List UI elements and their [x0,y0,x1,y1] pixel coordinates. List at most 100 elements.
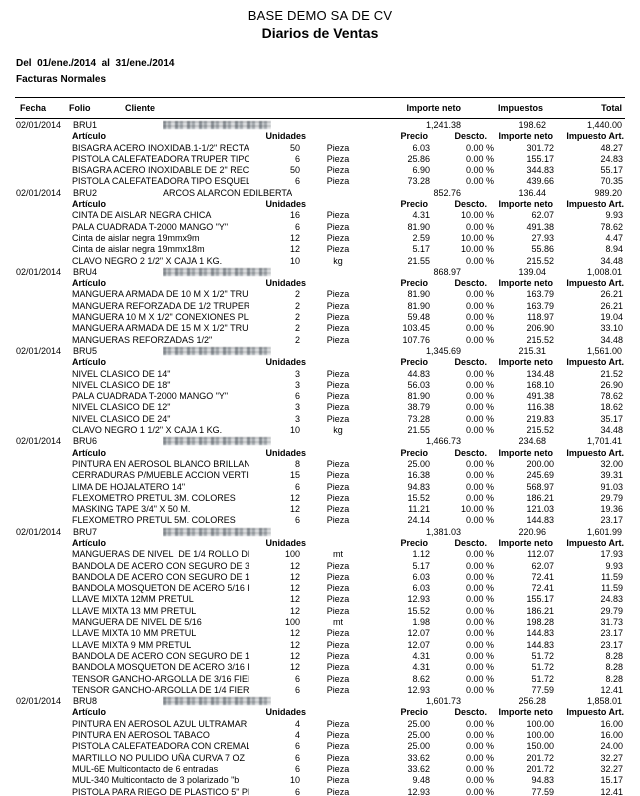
item-header-row: Artículo Unidades Precio Descto. Importe net… [0,357,640,368]
item-tax: 91.03 [600,481,623,492]
company-name: BASE DEMO SA DE CV [247,8,393,23]
item-price: 6.03 [412,571,430,582]
item-name: NIVEL CLASICO DE 14" [72,368,171,379]
item-unit: Pieza [326,684,350,695]
item-discount: 0.00 % [465,312,494,323]
item-price: 8.62 [412,673,430,684]
item-tax: 17.93 [600,549,623,560]
item-unit: Pieza [326,221,350,232]
item-discount: 0.00 % [465,379,494,390]
item-name: MASKING TAPE 3/4" X 50 M. [72,504,191,515]
item-row: PALA CUADRADA T-2000 MANGO "Y" 6 Pieza 81.9… [0,391,640,402]
item-discount: 0.00 % [465,650,494,661]
item-qty: 12 [289,662,300,673]
item-net: 245.69 [526,470,554,481]
item-price: 81.90 [407,391,430,402]
item-discount: 0.00 % [465,368,494,379]
item-unit: Pieza [326,312,350,323]
item-header-row: Artículo Unidades Precio Descto. Importe net… [0,278,640,289]
item-tax: 35.17 [600,413,623,424]
item-discount: 0.00 % [465,165,494,176]
item-qty: 16 [289,210,300,221]
item-qty: 3 [294,413,300,424]
redaction-bar [163,437,271,446]
item-row: FLEXOMETRO PRETUL 5M. COLORES 6 Pieza 24.14… [0,515,640,526]
item-name: TENSOR GANCHO-ARGOLLA DE 3/16 FIERO [72,673,249,684]
item-unit: Pieza [326,244,350,255]
item-col-unidades: Unidades [265,357,306,368]
invoice-date: 02/01/2014 [16,436,62,447]
item-tax: 26.21 [600,300,623,311]
item-discount: 0.00 % [465,786,494,796]
invoice-folio: BRU8 [73,696,98,707]
item-discount: 0.00 % [465,391,494,402]
item-qty: 50 [289,142,300,153]
item-net: 439.66 [526,176,554,187]
item-tax: 19.04 [600,312,623,323]
item-tax: 12.41 [600,684,623,695]
item-price: 2.59 [412,232,430,243]
item-discount: 0.00 % [465,684,494,695]
item-tax: 39.31 [600,470,623,481]
item-unit: Pieza [326,334,350,345]
item-discount: 0.00 % [465,425,494,436]
item-net: 201.72 [526,752,554,763]
item-tax: 34.48 [600,425,623,436]
item-name: PINTURA EN AEROSOL TABACO [72,730,210,741]
item-name: CLAVO NEGRO 1 1/2" X CAJA 1 KG. [72,425,223,436]
item-row: MANGUERA ARMADA DE 10 M X 1/2" TRUPE 2 Pie… [0,289,640,300]
item-net: 72.41 [531,583,554,594]
item-qty: 15 [289,470,300,481]
item-price: 12.07 [407,639,430,650]
invoice-client-redacted [163,267,271,279]
invoice-date: 02/01/2014 [16,120,62,130]
invoice-impuestos: 215.31 [518,345,546,356]
item-net: 100.00 [526,730,554,741]
invoice-date: 02/01/2014 [16,187,62,198]
item-name: LLAVE MIXTA 12MM PRETUL [72,594,194,605]
item-unit: Pieza [326,571,350,582]
item-unit: Pieza [326,730,350,741]
item-col-impuesto-art: Impuesto Art. [566,357,624,368]
item-header-row: Artículo Unidades Precio Descto. Importe net… [0,131,640,142]
item-tax: 32.27 [600,763,623,774]
item-unit: Pieza [326,605,350,616]
item-name: BANDOLA MOSQUETON DE ACERO 5/16 FIE [72,583,249,594]
invoice-total: 1,008.01 [586,266,622,277]
item-price: 1.12 [412,549,430,560]
item-qty: 12 [289,650,300,661]
item-qty: 6 [294,153,300,164]
item-price: 94.83 [407,481,430,492]
item-net: 215.52 [526,334,554,345]
item-name: LIMA DE HOJALATERO 14" [72,481,186,492]
item-price: 59.48 [407,312,430,323]
invoice-impuestos: 234.68 [518,436,546,447]
item-row: BANDOLA DE ACERO CON SEGURO DE 1/8 12 Piez… [0,651,640,662]
item-discount: 0.00 % [465,639,494,650]
item-qty: 6 [294,481,300,492]
report-period: Del 01/ene./2014 al 31/ene./2014 [16,58,175,69]
item-price: 4.31 [412,662,430,673]
item-tax: 26.90 [600,379,623,390]
invoice-total: 989.20 [594,187,622,198]
item-qty: 10 [289,425,300,436]
invoice-row: 02/01/2014 BRU7 1,381.03 220.96 1,601.99 [0,527,640,538]
item-discount: 0.00 % [465,752,494,763]
invoice-date: 02/01/2014 [16,696,62,707]
item-row: NIVEL CLASICO DE 12" 3 Pieza 38.79 0.00 % 116… [0,402,640,413]
item-tax: 70.35 [600,176,623,187]
item-unit: Pieza [326,583,350,594]
item-name: Cinta de aislar negra 19mmx18m [72,244,205,255]
invoice-total: 1,701.41 [586,436,622,447]
item-col-impuesto-art: Impuesto Art. [566,447,624,458]
item-unit: Pieza [326,458,350,469]
item-unit: Pieza [326,323,350,334]
item-unit: Pieza [326,232,350,243]
item-col-precio: Precio [400,357,428,368]
item-net: 301.72 [526,142,554,153]
item-unit: Pieza [326,165,350,176]
item-name: PINTURA EN AEROSOL AZUL ULTRAMAR [72,718,248,729]
invoice-groups: 02/01/2014 BRU1 1,241.38 198.62 1,440.00 Artí… [0,120,640,796]
item-price: 6.90 [412,165,430,176]
item-discount: 0.00 % [465,334,494,345]
